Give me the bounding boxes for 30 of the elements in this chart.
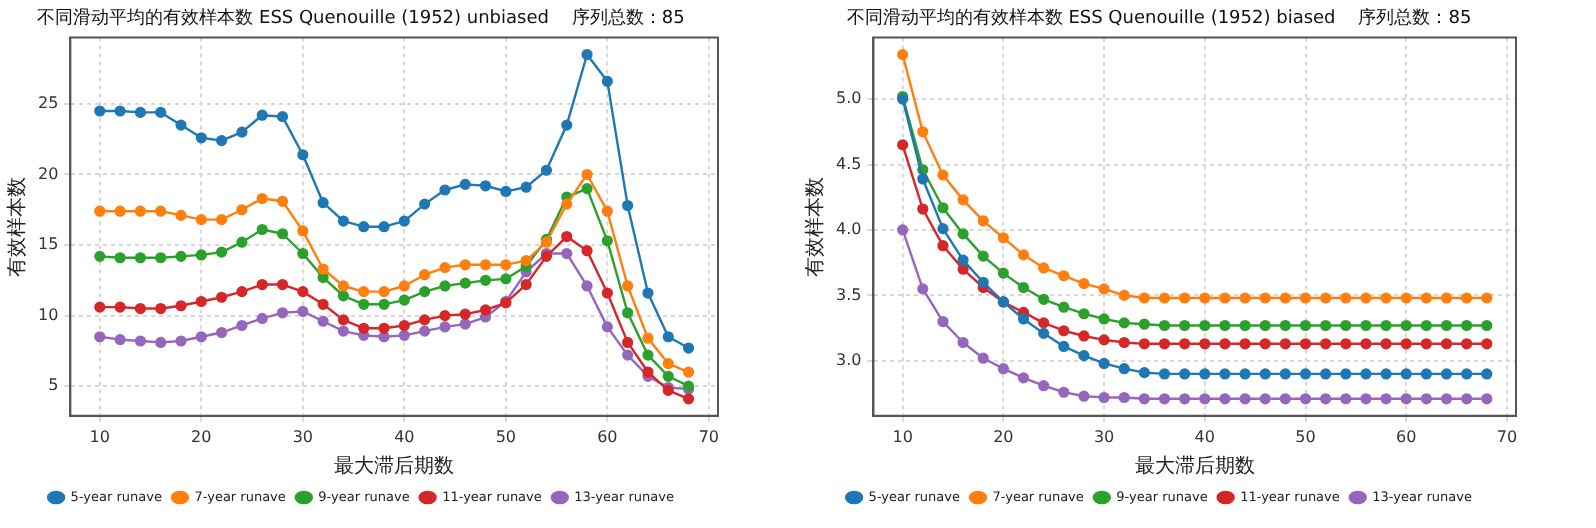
x-tick-label: 20 (993, 427, 1014, 446)
x-tick-label: 50 (495, 427, 517, 446)
x-tick-label: 70 (698, 427, 720, 446)
y-tick-label: 15 (37, 235, 59, 254)
y-tick-label: 5 (48, 376, 59, 395)
x-axis-title: 最大滞后期数 (334, 454, 455, 479)
y-tick-label: 25 (37, 94, 59, 113)
x-tick-label: 30 (292, 427, 314, 446)
x-axis-title: 最大滞后期数 (1134, 454, 1255, 479)
y-axis-title: 有效样本数 (5, 176, 30, 277)
y-tick-label: 4.5 (835, 154, 862, 173)
y-tick-label: 3.0 (835, 350, 862, 369)
x-tick-label: 60 (1396, 427, 1417, 446)
chart-title: 不同滑动平均的有效样本数 ESS Quenouille (1952) biased 序列总数：85 (846, 7, 1472, 30)
x-tick-label: 50 (1295, 427, 1316, 446)
x-tick-label: 20 (191, 427, 212, 446)
x-tick-label: 30 (1093, 427, 1115, 446)
y-tick-label: 4.0 (835, 220, 862, 239)
y-tick-label: 20 (37, 164, 59, 183)
x-tick-label: 40 (394, 427, 415, 446)
y-tick-label: 5.0 (835, 89, 862, 108)
y-tick-label: 10 (37, 305, 59, 324)
x-tick-label: 60 (597, 427, 618, 446)
y-axis-title: 有效样本数 (803, 176, 828, 277)
x-tick-label: 10 (892, 427, 913, 446)
y-tick-label: 3.5 (835, 285, 862, 304)
x-tick-label: 10 (89, 427, 110, 446)
x-tick-label: 40 (1194, 427, 1215, 446)
chart-title: 不同滑动平均的有效样本数 ESS Quenouille (1952) unbiased 序列总数：85 (37, 7, 685, 30)
x-tick-label: 70 (1496, 427, 1518, 446)
